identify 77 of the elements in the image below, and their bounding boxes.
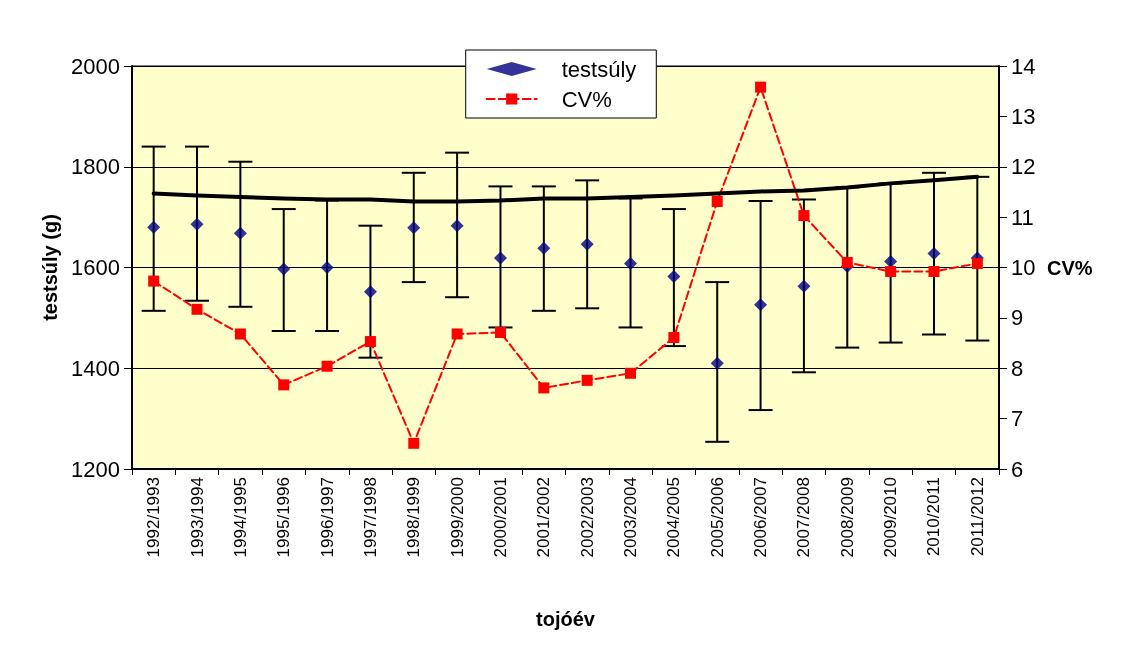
- x-tick-label: 1993/1994: [187, 477, 207, 558]
- point: [841, 256, 853, 268]
- x-tick-label: 2002/2003: [577, 477, 597, 558]
- point: [233, 226, 247, 240]
- point: [710, 356, 724, 370]
- point: [493, 251, 507, 265]
- point: [581, 374, 593, 386]
- y2-tick-label: 12: [1011, 154, 1036, 180]
- y2-tick-label: 8: [1011, 355, 1024, 381]
- x-axis-title: tojóév: [536, 608, 596, 630]
- y-tick-label: 1200: [71, 456, 120, 482]
- point: [625, 367, 637, 379]
- x-tick-label: 2001/2002: [534, 477, 554, 558]
- point: [408, 437, 420, 449]
- point: [451, 328, 463, 340]
- point: [797, 279, 811, 293]
- x-tick-label: 1999/2000: [447, 477, 467, 558]
- point: [668, 332, 680, 344]
- point: [320, 261, 334, 274]
- x-tick-label: 2007/2008: [794, 477, 814, 558]
- point: [277, 262, 291, 276]
- point: [450, 219, 464, 233]
- y-tick-label: 1800: [71, 154, 120, 180]
- point: [711, 196, 723, 208]
- y2-tick-label: 9: [1011, 305, 1024, 331]
- x-tick-label: 1998/1999: [404, 477, 424, 558]
- x-tick-label: 1997/1998: [360, 477, 380, 558]
- x-tick-label: 1992/1993: [144, 477, 164, 558]
- point: [624, 256, 638, 270]
- x-tick-label: 2003/2004: [621, 477, 641, 558]
- point: [190, 217, 204, 231]
- point: [667, 270, 681, 284]
- point: [363, 285, 377, 299]
- point: [278, 379, 290, 391]
- point: [798, 210, 810, 222]
- point: [407, 221, 421, 235]
- x-tick-label: 2008/2009: [837, 477, 857, 558]
- y-tick-label: 1400: [71, 355, 120, 381]
- y2-tick-label: 14: [1011, 53, 1036, 79]
- point: [580, 237, 594, 251]
- y2-tick-label: 13: [1011, 103, 1036, 129]
- legend-label: CV%: [561, 86, 612, 112]
- point: [538, 382, 550, 394]
- x-tick-label: 2004/2005: [664, 477, 684, 558]
- point: [364, 336, 376, 348]
- y2-tick-label: 10: [1011, 255, 1036, 280]
- point: [537, 241, 551, 255]
- x-tick-label: 2011/2012: [967, 477, 987, 557]
- x-tick-label: 2006/2007: [751, 477, 771, 558]
- x-tick-label: 1994/1995: [230, 477, 250, 558]
- y2-tick-label: 7: [1011, 406, 1024, 432]
- y-tick-label: 2000: [71, 53, 120, 79]
- point: [234, 328, 246, 340]
- y-axis-title: testsúly (g): [39, 214, 62, 321]
- point: [971, 257, 983, 269]
- y-tick-label: 1600: [71, 255, 120, 280]
- point: [148, 275, 160, 287]
- y2-tick-label: 11: [1011, 204, 1034, 230]
- point: [927, 246, 941, 260]
- point: [884, 254, 898, 268]
- point: [147, 220, 161, 234]
- y2-axis-title: CV%: [1047, 256, 1093, 279]
- x-tick-label: 2010/2011: [924, 477, 944, 557]
- point: [885, 266, 897, 278]
- point: [494, 326, 506, 338]
- point: [754, 298, 768, 312]
- x-tick-label: 2000/2001: [490, 477, 510, 558]
- x-tick-label: 1995/1996: [274, 477, 294, 558]
- point: [755, 81, 767, 93]
- x-tick-label: 1996/1997: [317, 477, 337, 558]
- x-tick-label: 2005/2006: [707, 477, 727, 558]
- legend-label: testsúly: [561, 56, 637, 82]
- y2-tick-label: 6: [1011, 456, 1024, 482]
- point: [191, 303, 203, 315]
- point: [928, 266, 940, 278]
- point: [321, 360, 333, 372]
- x-tick-label: 2009/2010: [881, 477, 901, 558]
